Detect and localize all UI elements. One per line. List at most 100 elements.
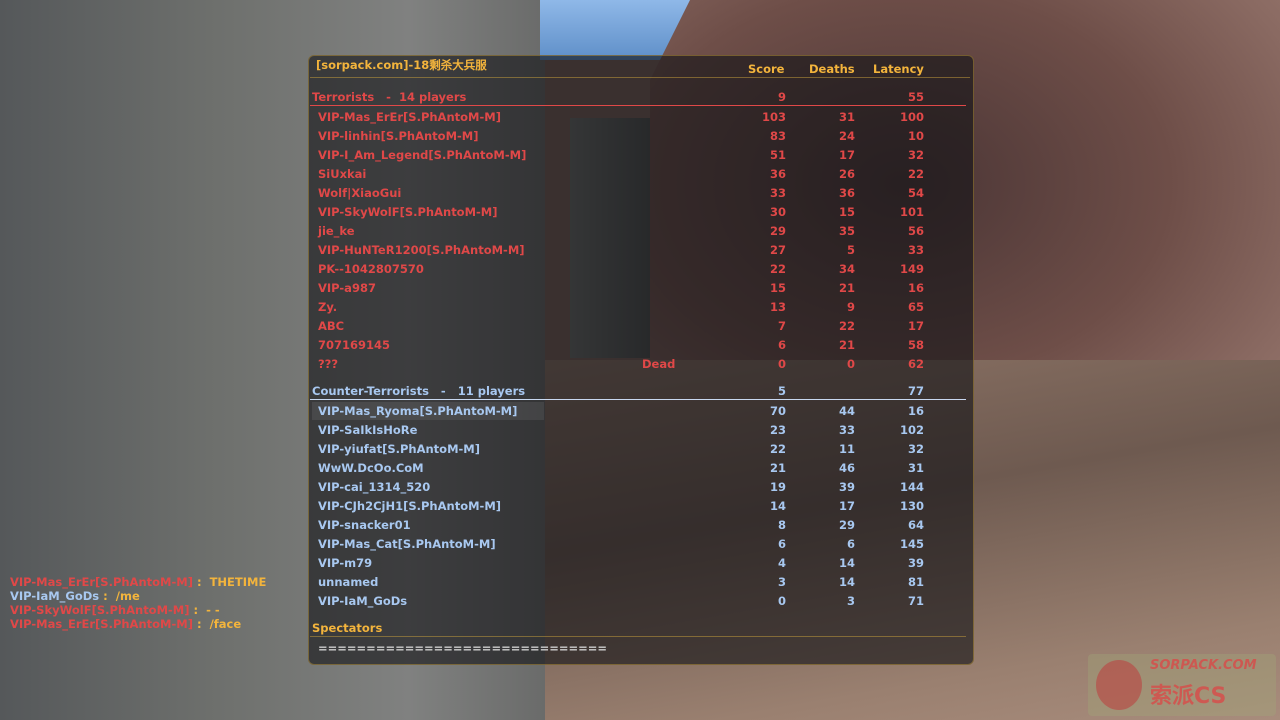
player-name: VIP-HuNTeR1200[S.PhAntoM-M]	[318, 243, 525, 257]
player-score: 27	[769, 243, 786, 257]
player-deaths: 15	[838, 205, 855, 219]
player-deaths: 9	[846, 300, 855, 314]
player-deaths: 0	[846, 357, 855, 371]
chat-message: : /me	[99, 589, 140, 603]
terrorists-score: 9	[777, 90, 786, 104]
logo-text: SORPACK.COM	[1150, 658, 1257, 673]
logo-emblem	[1096, 660, 1142, 710]
player-name: Zy.	[318, 300, 338, 314]
player-score: 13	[769, 300, 786, 314]
player-name: VIP-CJh2CjH1[S.PhAntoM-M]	[318, 499, 502, 513]
player-name: VIP-cai_1314_520	[318, 480, 431, 494]
player-latency: 54	[907, 186, 924, 200]
player-score: 19	[769, 480, 786, 494]
player-deaths: 39	[838, 480, 855, 494]
player-latency: 100	[899, 110, 924, 124]
chat-sender: VIP-IaM_GoDs	[10, 589, 100, 603]
player-deaths: 36	[838, 186, 855, 200]
player-name: VIP-yiufat[S.PhAntoM-M]	[318, 442, 480, 456]
player-deaths: 34	[838, 262, 855, 276]
player-name: VIP-m79	[318, 556, 373, 570]
player-score: 22	[769, 262, 786, 276]
sorpack-logo: SORPACK.COM 索派CS	[1088, 654, 1276, 716]
player-deaths: 44	[838, 404, 855, 418]
chat-message: : /face	[192, 617, 242, 631]
player-latency: 81	[907, 575, 924, 589]
player-name: VIP-snacker01	[318, 518, 411, 532]
player-deaths: 3	[846, 594, 855, 608]
player-name: Wolf|XiaoGui	[318, 186, 402, 200]
column-latency: Latency	[873, 62, 924, 76]
player-name: VIP-linhin[S.PhAntoM-M]	[318, 129, 479, 143]
player-deaths: 14	[838, 556, 855, 570]
player-score: 22	[769, 442, 786, 456]
player-latency: 16	[907, 404, 924, 418]
player-latency: 32	[907, 148, 924, 162]
ct-divider	[310, 399, 966, 400]
player-latency: 64	[907, 518, 924, 532]
column-deaths: Deaths	[809, 62, 855, 76]
terrorists-divider	[310, 105, 966, 106]
chat-line: VIP-Mas_ErEr[S.PhAntoM-M] : /face	[10, 617, 241, 631]
player-deaths: 22	[838, 319, 855, 333]
player-score: 14	[769, 499, 786, 513]
selected-row-highlight	[312, 402, 544, 420]
player-deaths: 24	[838, 129, 855, 143]
player-latency: 149	[899, 262, 924, 276]
player-score: 6	[777, 537, 786, 551]
player-latency: 130	[899, 499, 924, 513]
ct-header: Counter-Terrorists - 11 players	[312, 384, 526, 398]
ct-latency: 77	[907, 384, 924, 398]
player-score: 30	[769, 205, 786, 219]
player-score: 6	[777, 338, 786, 352]
player-score: 51	[769, 148, 786, 162]
player-name: VIP-Mas_Cat[S.PhAntoM-M]	[318, 537, 496, 551]
ct-score: 5	[777, 384, 786, 398]
player-deaths: 17	[838, 148, 855, 162]
chat-line: VIP-Mas_ErEr[S.PhAntoM-M] : THETIME	[10, 575, 266, 589]
player-deaths: 31	[838, 110, 855, 124]
player-name: VIP-I_Am_Legend[S.PhAntoM-M]	[318, 148, 527, 162]
player-deaths: 11	[838, 442, 855, 456]
player-latency: 33	[907, 243, 924, 257]
player-deaths: 21	[838, 338, 855, 352]
chat-line: VIP-SkyWolF[S.PhAntoM-M] : - -	[10, 603, 220, 617]
player-name: VIP-SkyWolF[S.PhAntoM-M]	[318, 205, 498, 219]
chat-sender: VIP-SkyWolF[S.PhAntoM-M]	[10, 603, 190, 617]
player-latency: 16	[907, 281, 924, 295]
player-deaths: 46	[838, 461, 855, 475]
player-score: 8	[777, 518, 786, 532]
player-score: 7	[777, 319, 786, 333]
terrorists-latency: 55	[907, 90, 924, 104]
chat-sender: VIP-Mas_ErEr[S.PhAntoM-M]	[10, 617, 193, 631]
header-divider	[310, 77, 970, 78]
chat-line: VIP-IaM_GoDs : /me	[10, 589, 140, 603]
scoreboard-panel	[308, 55, 974, 665]
player-latency: 145	[899, 537, 924, 551]
spectators-list: ==============================	[318, 641, 608, 655]
player-score: 4	[777, 556, 786, 570]
player-score: 36	[769, 167, 786, 181]
player-score: 29	[769, 224, 786, 238]
player-name: unnamed	[318, 575, 379, 589]
player-score: 103	[761, 110, 786, 124]
player-latency: 65	[907, 300, 924, 314]
player-deaths: 5	[846, 243, 855, 257]
player-deaths: 35	[838, 224, 855, 238]
player-name: SiUxkai	[318, 167, 367, 181]
player-status: Dead	[642, 357, 676, 371]
player-name: 707169145	[318, 338, 391, 352]
terrorists-header: Terrorists - 14 players	[312, 90, 467, 104]
player-latency: 101	[899, 205, 924, 219]
player-latency: 31	[907, 461, 924, 475]
player-latency: 56	[907, 224, 924, 238]
column-score: Score	[748, 62, 785, 76]
player-name: WwW.DcOo.CoM	[318, 461, 424, 475]
player-name: VIP-SaIkIsHoRe	[318, 423, 418, 437]
server-title: [sorpack.com]-18剩杀大兵服	[316, 58, 487, 72]
player-score: 21	[769, 461, 786, 475]
player-deaths: 14	[838, 575, 855, 589]
spectators-divider	[310, 636, 966, 637]
chat-message: : - -	[189, 603, 220, 617]
logo-text-cn: 索派CS	[1150, 684, 1227, 709]
